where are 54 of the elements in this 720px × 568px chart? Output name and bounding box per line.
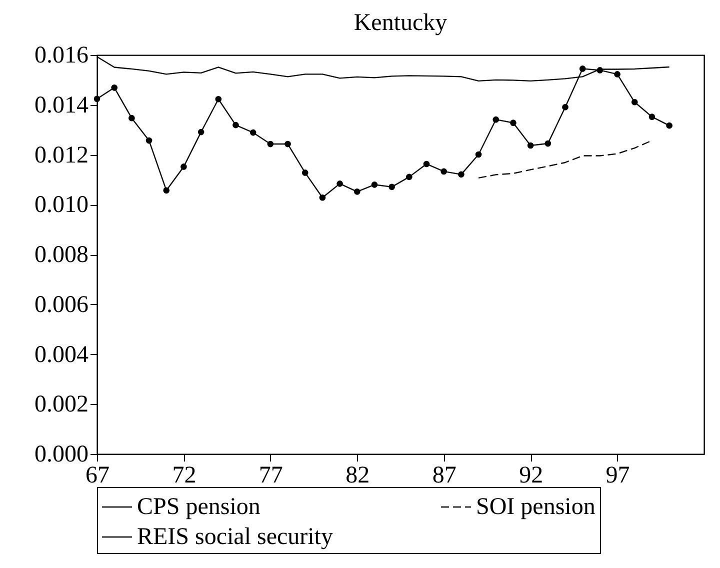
y-tick-label: 0.004 bbox=[34, 342, 88, 368]
point bbox=[319, 194, 326, 201]
x-tick-label: 87 bbox=[432, 462, 456, 488]
legend-label: SOI pension bbox=[476, 494, 596, 520]
x-tick-label: 82 bbox=[346, 462, 370, 488]
x-tick-label: 72 bbox=[172, 462, 196, 488]
point bbox=[596, 67, 604, 74]
point bbox=[180, 164, 187, 170]
x-tick-label: 92 bbox=[519, 462, 544, 488]
point bbox=[579, 66, 586, 72]
y-tick-label: 0.016 bbox=[34, 42, 88, 68]
point bbox=[94, 96, 100, 102]
point bbox=[163, 187, 170, 194]
point bbox=[666, 122, 672, 129]
point bbox=[146, 137, 152, 144]
y-tick-label: 0.006 bbox=[34, 292, 88, 318]
point bbox=[111, 84, 118, 91]
point bbox=[215, 96, 222, 102]
legend-label: CPS pension bbox=[137, 494, 260, 520]
point bbox=[128, 114, 135, 122]
point bbox=[336, 180, 343, 187]
point bbox=[388, 184, 395, 190]
point bbox=[527, 142, 534, 149]
point bbox=[510, 120, 516, 126]
y-tick-label: 0.008 bbox=[34, 242, 88, 268]
point bbox=[544, 140, 552, 147]
point bbox=[492, 116, 500, 123]
point bbox=[562, 104, 568, 110]
chart-title: Kentucky bbox=[354, 10, 448, 36]
point bbox=[371, 182, 378, 188]
x-tick-label: 67 bbox=[86, 462, 110, 488]
point bbox=[250, 129, 256, 136]
point bbox=[440, 168, 448, 175]
point bbox=[198, 128, 204, 136]
point bbox=[458, 171, 464, 178]
y-tick-label: 0.000 bbox=[34, 442, 88, 468]
point bbox=[631, 98, 638, 106]
y-tick-label: 0.012 bbox=[34, 142, 88, 168]
point bbox=[475, 151, 482, 158]
y-tick-label: 0.014 bbox=[34, 92, 88, 118]
point bbox=[614, 71, 620, 78]
x-tick-label: 97 bbox=[606, 462, 630, 488]
legend-label: REIS social security bbox=[137, 524, 333, 550]
point bbox=[302, 170, 308, 176]
y-tick-label: 0.010 bbox=[34, 192, 88, 218]
point bbox=[267, 140, 274, 148]
point bbox=[406, 174, 412, 180]
x-tick-label: 77 bbox=[258, 462, 283, 488]
point bbox=[284, 140, 291, 148]
point bbox=[648, 114, 656, 120]
point bbox=[423, 160, 430, 168]
point bbox=[354, 188, 360, 195]
point bbox=[232, 122, 239, 128]
y-tick-label: 0.002 bbox=[34, 392, 88, 418]
